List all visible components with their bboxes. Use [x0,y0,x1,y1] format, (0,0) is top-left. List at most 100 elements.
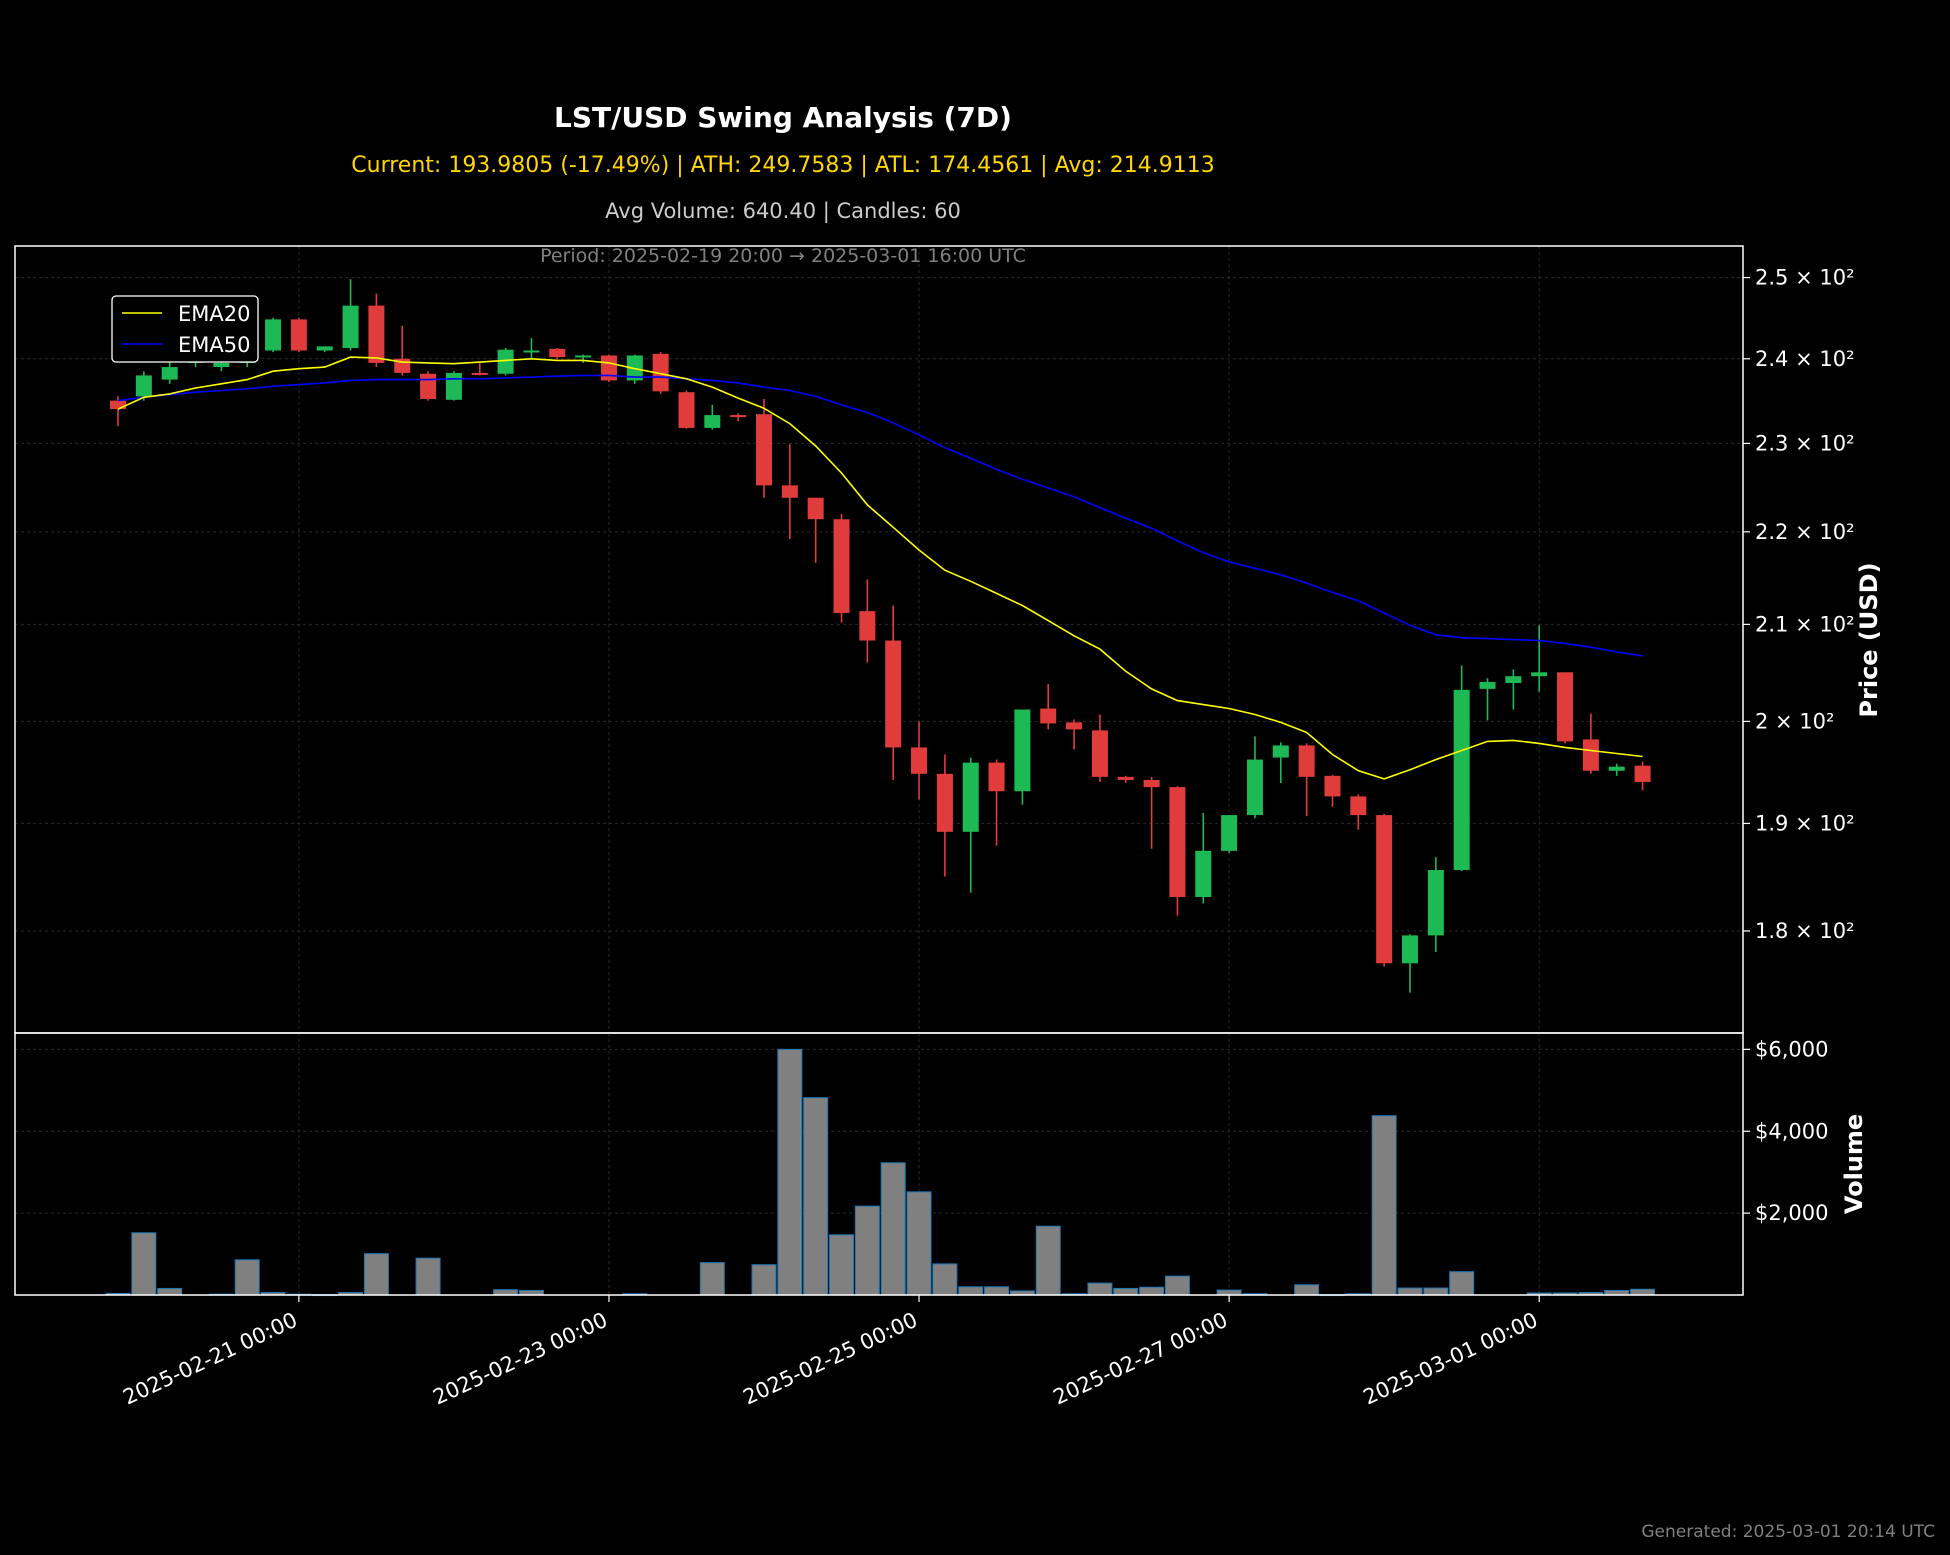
volume-bar [829,1234,855,1296]
volume-x-grid [298,1033,1540,1295]
price-tick-label: 1.9 × 10² [1755,811,1854,835]
candle-up [1221,815,1238,853]
candle-body [1531,672,1548,677]
candle-up [161,358,178,384]
volume-axis-ticks: $2,000 $4,000 $6,000 [1743,1037,1828,1225]
volume-bar [958,1286,984,1296]
candle-body [1376,815,1393,964]
volume-bar [1423,1287,1449,1296]
volume-bar [1164,1275,1190,1296]
candle-up [1531,625,1548,692]
candle-up [1505,669,1522,710]
candle-body [316,346,333,351]
candle-body [1453,689,1470,871]
candle-body [1117,776,1134,780]
candle-down [678,390,695,429]
price-axis-ticks: 1.8 × 10² 1.9 × 10² 2 × 10² 2.1 × 10² 2.2 × … [1743,266,1854,943]
candle-up [135,371,152,401]
candle-down [1117,775,1134,784]
candle-body [1505,676,1522,683]
candle-down [885,605,902,780]
candle-body [1608,766,1625,771]
candle-down [730,413,747,422]
x-tick-label: 2025-02-25 00:00 [739,1308,921,1410]
volume-grid [15,1048,1743,1214]
candle-body [1298,745,1315,777]
candle-body [962,762,979,832]
price-tick-label: 2.1 × 10² [1755,612,1854,636]
candle-down [290,317,307,353]
price-panel: Period: 2025-02-19 20:00 → 2025-03-01 16… [14,245,1883,1034]
candle-down [1169,786,1186,916]
candle-body [1557,672,1574,742]
ema20-line [117,356,1643,780]
volume-bar [751,1264,777,1296]
candle-body [781,485,798,498]
volume-bar [1139,1286,1165,1296]
candle-down [1376,814,1393,967]
candle-body [600,355,617,381]
candle-body [575,355,592,358]
candle-up [316,346,333,353]
candle-up [1014,709,1031,805]
price-tick-label: 1.8 × 10² [1755,919,1854,943]
candle-down [420,371,437,401]
candle-body [1040,708,1057,724]
candle-body [135,375,152,397]
volume-bar [984,1286,1010,1296]
candle-up [1195,812,1212,904]
candle-up [1272,742,1289,784]
price-tick-label: 2.2 × 10² [1755,520,1854,544]
volume-bar [131,1232,157,1296]
candle-body [213,362,230,368]
volume-tick-label: $2,000 [1755,1201,1828,1225]
price-grid [15,277,1743,932]
candle-body [859,611,876,641]
volume-bar [906,1191,932,1296]
candle-body [368,305,385,363]
candle-down [807,497,824,563]
price-tick-label: 2.3 × 10² [1755,431,1854,455]
volume-stats: Avg Volume: 640.40 | Candles: 60 [605,199,961,224]
candle-down [936,754,953,877]
x-tick-label: 2025-02-21 00:00 [119,1308,301,1410]
candle-down [859,579,876,663]
volume-bar [1449,1271,1475,1296]
volume-bar [1397,1287,1423,1296]
candle-down [368,293,385,368]
candle-down [1298,743,1315,817]
volume-panel-frame [14,1032,1744,1296]
volume-bar [415,1257,441,1296]
candle-body [1221,815,1238,851]
x-axis-ticks: 2025-02-21 00:00 2025-02-23 00:00 2025-02-… [119,1295,1541,1410]
volume-axis-label: Volume [1840,1114,1868,1214]
candle-body [885,640,902,748]
volume-bar [363,1253,389,1296]
candle-down [1066,719,1083,750]
candle-body [1091,730,1108,777]
candle-up [1427,857,1444,953]
x-tick-label: 2025-03-01 00:00 [1360,1308,1542,1410]
candle-up [1246,736,1263,819]
volume-bar [932,1263,958,1296]
candle-body [1066,722,1083,730]
price-tick-label: 2.4 × 10² [1755,347,1854,371]
candle-body [1582,739,1599,771]
candle-down [1040,683,1057,730]
volume-bar [699,1262,725,1296]
volume-bars [105,1048,1656,1297]
volume-bar [880,1162,906,1296]
candle-down [1143,776,1160,849]
volume-panel: $2,000 $4,000 $6,000 Volume [14,1032,1868,1297]
candle-up [1608,763,1625,776]
candle-down [911,721,928,800]
candle-body [652,353,669,392]
candle-body [420,373,437,399]
candle-body [342,305,359,349]
candle-body [678,392,695,428]
volume-bar [493,1289,519,1296]
x-tick-label: 2025-02-23 00:00 [429,1308,611,1410]
candle-body [756,414,772,486]
volume-tick-label: $6,000 [1755,1037,1828,1061]
